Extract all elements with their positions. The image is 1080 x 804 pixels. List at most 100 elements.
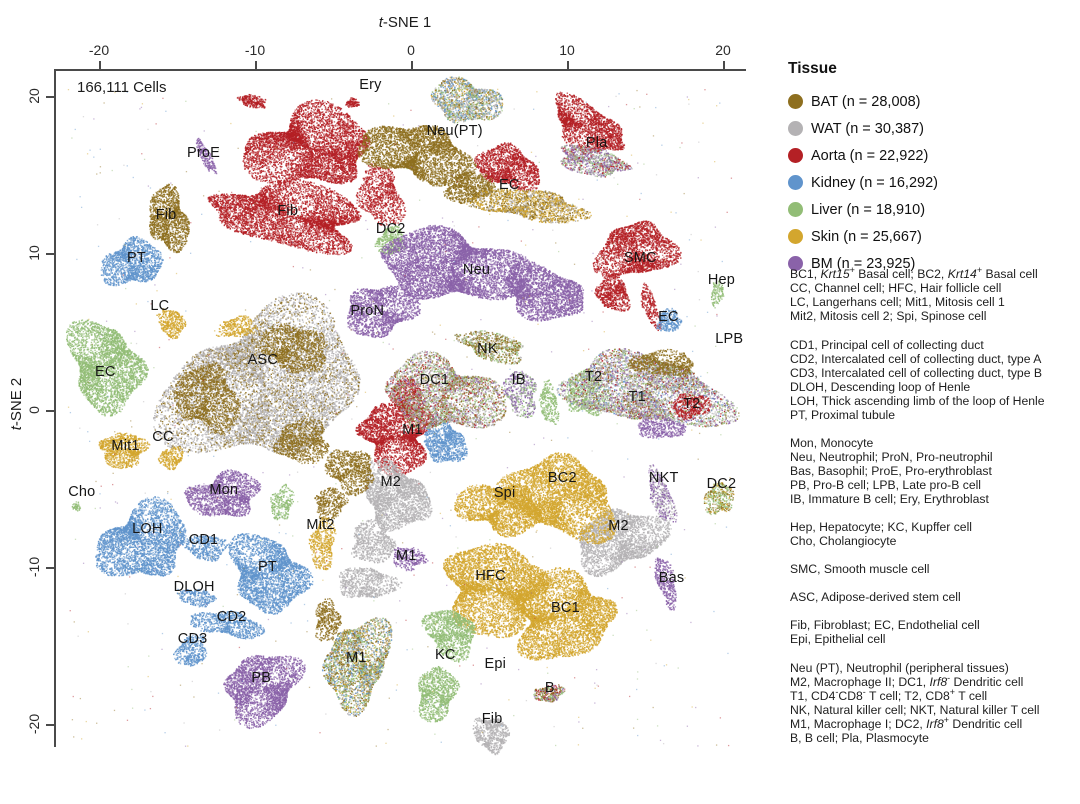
legend-panel: Tissue BAT (n = 28,008) WAT (n = 30,387) A… <box>788 0 1080 804</box>
x-axis-title: t-SNE 1 <box>378 14 432 31</box>
x-tick-mark <box>99 61 101 70</box>
abbrev-line: B, B cell; Pla, Plasmocyte <box>790 731 929 746</box>
cluster-label-neupt: Neu(PT) <box>426 122 483 139</box>
y-tick-mark <box>46 96 55 98</box>
y-tick-mark <box>46 567 55 569</box>
abbrev-line: IB, Immature B cell; Ery, Erythroblast <box>790 492 989 507</box>
cluster-label-t2: T2 <box>683 395 701 412</box>
cluster-label-cc: CC <box>152 428 174 445</box>
y-tick-label: -10 <box>26 556 42 578</box>
y-axis-title: t-SNE 2 <box>8 377 25 431</box>
cluster-label-m1: M1 <box>346 650 367 667</box>
y-tick-label: 10 <box>26 245 42 261</box>
cluster-label-hep: Hep <box>707 271 736 288</box>
legend-item-label: Liver (n = 18,910) <box>811 201 926 218</box>
cluster-label-neu: Neu <box>462 262 491 279</box>
cluster-label-cho: Cho <box>68 483 96 500</box>
x-axis-line <box>55 69 746 71</box>
abbrev-line: CD2, Intercalated cell of collecting duc… <box>790 352 1042 367</box>
x-tick-label: 10 <box>559 42 575 58</box>
cluster-label-ec: EC <box>658 309 679 326</box>
abbrev-line: Cho, Cholangiocyte <box>790 534 897 549</box>
cluster-label-loh: LOH <box>132 521 163 538</box>
y-tick-mark <box>46 253 55 255</box>
cluster-label-bas: Bas <box>658 569 685 586</box>
legend-item-kidney: Kidney (n = 16,292) <box>788 169 938 196</box>
abbrev-block: SMC, Smooth muscle cell <box>790 562 1080 576</box>
legend-item-bat: BAT (n = 28,008) <box>788 88 938 115</box>
x-tick-label: -20 <box>88 42 110 58</box>
cluster-label-lpb: LPB <box>715 331 744 348</box>
cluster-label-fib: Fib <box>155 207 177 224</box>
legend-title: Tissue <box>788 60 837 77</box>
abbrev-line: BC1, Krt15+ Basal cell; BC2, Krt14+ Basa… <box>790 264 1038 281</box>
cluster-label-cd1: CD1 <box>188 532 219 549</box>
abbrev-block: CD1, Principal cell of collecting duct CD… <box>790 338 1080 423</box>
cluster-label-ery: Ery <box>359 77 382 93</box>
cluster-label-pt: PT <box>258 559 277 575</box>
cluster-label-mit2: Mit2 <box>306 516 335 533</box>
abbrev-line: LC, Langerhans cell; Mit1, Mitosis cell … <box>790 295 1005 310</box>
cluster-label-cd2: CD2 <box>216 609 247 626</box>
abbrev-line: PB, Pro-B cell; LPB, Late pro-B cell <box>790 478 982 493</box>
abbrev-line: DLOH, Descending loop of Henle <box>790 380 971 395</box>
abbrev-block: Mon, Monocyte Neu, Neutrophil; ProN, Pro-… <box>790 436 1080 506</box>
cluster-label-nkt: NKT <box>648 469 679 486</box>
cluster-label-epi: Epi <box>484 656 507 673</box>
abbrev-line: T1, CD4-CD8- T cell; T2, CD8+ T cell <box>790 687 988 704</box>
cluster-label-proe: ProE <box>186 144 221 161</box>
y-axis-line <box>54 69 56 747</box>
y-tick-label: -20 <box>26 713 42 735</box>
abbrev-line: Neu (PT), Neutrophil (peripheral tissues… <box>790 661 1009 675</box>
legend-item-wat: WAT (n = 30,387) <box>788 115 938 142</box>
abbrev-line: Epi, Epithelial cell <box>790 632 886 647</box>
x-tick-mark <box>255 61 257 70</box>
abbrev-line: PT, Proximal tubule <box>790 408 895 423</box>
abbrev-line: CD3, Intercalated cell of collecting duc… <box>790 366 1043 381</box>
cell-count-annotation: 166,111 Cells <box>77 79 167 96</box>
cluster-label-m2: M2 <box>608 518 629 535</box>
abbrev-line: CD1, Principal cell of collecting duct <box>790 338 984 352</box>
cluster-label-spi: Spi <box>493 485 516 502</box>
abbrev-block: Neu (PT), Neutrophil (peripheral tissues… <box>790 661 1080 746</box>
abbrev-block: Hep, Hepatocyte; KC, Kupffer cell Cho, Ch… <box>790 520 1080 548</box>
cluster-label-m1: M1 <box>402 422 423 439</box>
cluster-label-m1: M1 <box>396 548 417 564</box>
legend-item-label: Aorta (n = 22,922) <box>811 147 929 164</box>
legend-item-label: Skin (n = 25,667) <box>811 228 922 245</box>
legend-swatch-icon <box>788 175 803 190</box>
y-tick-mark <box>46 724 55 726</box>
abbrev-line: CC, Channel cell; HFC, Hair follicle cel… <box>790 281 1002 296</box>
cluster-label-ib: IB <box>511 372 526 389</box>
cluster-label-dloh: DLOH <box>173 579 215 596</box>
x-tick-label: 0 <box>407 42 415 58</box>
legend-item-label: Kidney (n = 16,292) <box>811 174 938 191</box>
legend-swatch-icon <box>788 202 803 217</box>
cluster-label-t2: T2 <box>584 369 603 386</box>
legend-swatch-icon <box>788 256 803 271</box>
abbrev-line: M2, Macrophage II; DC1, Irf8- Dendritic … <box>790 673 1024 690</box>
x-tick-label: 20 <box>715 42 731 58</box>
legend-swatch-icon <box>788 148 803 163</box>
cluster-label-mon: Mon <box>209 482 239 499</box>
tissue-legend-list: BAT (n = 28,008) WAT (n = 30,387) Aorta (n… <box>788 88 938 277</box>
abbrev-line: Neu, Neutrophil; ProN, Pro-neutrophil <box>790 450 993 465</box>
cluster-label-bc2: BC2 <box>547 469 577 486</box>
cluster-label-hfc: HFC <box>475 568 506 585</box>
abbrev-block: BC1, Krt15+ Basal cell; BC2, Krt14+ Basa… <box>790 264 1080 323</box>
legend-item-bm: BM (n = 23,925) <box>788 250 938 277</box>
x-tick-mark <box>723 61 725 70</box>
cluster-label-mit1: Mit1 <box>111 438 140 455</box>
cluster-label-pt: PT <box>126 249 146 266</box>
x-tick-mark <box>567 61 569 70</box>
cluster-label-fib: Fib <box>481 711 503 728</box>
cluster-label-b: B <box>544 679 555 696</box>
cluster-label-kc: KC <box>435 646 456 663</box>
x-tick-mark <box>411 61 413 70</box>
abbrev-block: ASC, Adipose-derived stem cell <box>790 590 1080 604</box>
cluster-label-m2: M2 <box>380 474 401 491</box>
cluster-label-dc2: DC2 <box>375 221 406 238</box>
legend-item-label: WAT (n = 30,387) <box>811 120 924 137</box>
abbrev-line: Hep, Hepatocyte; KC, Kupffer cell <box>790 520 973 534</box>
